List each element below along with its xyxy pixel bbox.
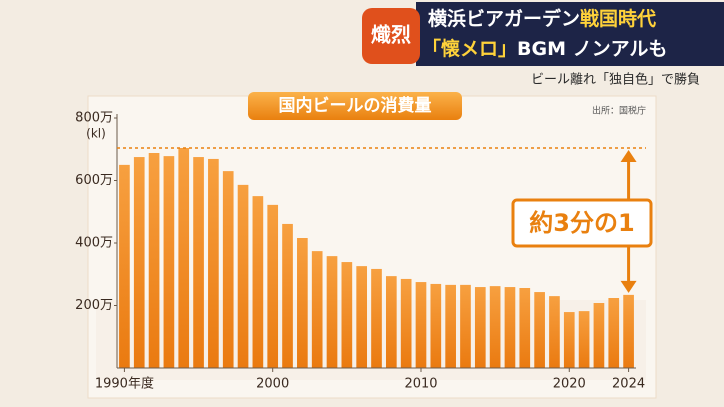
bar — [371, 268, 382, 368]
headline-part: 戦国時代 — [580, 7, 656, 30]
x-tick-label: 1990年度 — [95, 376, 154, 392]
arrow-head — [620, 280, 637, 293]
y-tick-label: 600万 — [75, 173, 113, 188]
bar — [356, 266, 368, 368]
bar — [178, 148, 190, 368]
bar — [400, 278, 412, 368]
x-tick-label: 2010 — [404, 377, 437, 392]
source: 出所：国税庁 — [592, 105, 646, 117]
headline-part: 横浜ビアガーデン — [428, 7, 580, 30]
bar — [489, 286, 501, 368]
bar — [549, 296, 560, 368]
bar — [208, 158, 219, 368]
bar — [430, 283, 442, 368]
x-tick-label: 2020 — [553, 377, 586, 392]
y-axis-unit: (kl) — [86, 127, 106, 141]
title-pill — [248, 92, 462, 120]
headline: 横浜ビアガーデン戦国時代 — [428, 7, 656, 30]
bar — [267, 204, 279, 368]
annotation: 約3分の1 — [529, 209, 634, 237]
bar — [519, 288, 531, 368]
bar — [282, 223, 293, 368]
bar — [237, 184, 249, 368]
bar — [297, 238, 308, 368]
bar — [193, 157, 204, 368]
bar — [534, 292, 545, 368]
bar — [341, 262, 353, 368]
chart-title: 国内ビールの消費量 — [279, 95, 432, 116]
bar — [252, 196, 264, 368]
bar — [222, 171, 234, 368]
bar — [623, 294, 634, 368]
bar — [460, 284, 471, 368]
y-tick-label: 200万 — [75, 298, 113, 313]
y-tick-label: 400万 — [75, 236, 113, 251]
bar — [385, 276, 397, 368]
headline-part: BGM ノンアルも — [517, 38, 667, 60]
bar — [148, 153, 160, 368]
bar — [563, 312, 575, 368]
badge-text: 熾烈 — [371, 23, 411, 47]
headline-part: 「懐メロ」 — [422, 37, 517, 60]
y-tick-label: 800万 — [75, 111, 113, 126]
arrow-head — [620, 150, 637, 162]
annotation-box — [511, 198, 653, 248]
bar — [133, 157, 145, 368]
x-tick-label: 2024 — [612, 377, 645, 392]
bar — [163, 156, 175, 368]
bar — [415, 282, 427, 368]
subheadline: ビール離れ「独自色」で勝負 — [531, 72, 700, 88]
headline-box — [416, 2, 724, 66]
bar — [578, 311, 590, 368]
x-tick-label: 2000 — [256, 377, 289, 392]
bar — [311, 251, 323, 368]
bar — [608, 298, 620, 368]
bar — [119, 164, 130, 368]
headline: 「懐メロ」BGM ノンアルも — [422, 37, 667, 60]
bar — [326, 256, 338, 368]
bar — [445, 284, 456, 368]
bar — [474, 287, 486, 368]
bar — [504, 287, 516, 368]
bar — [593, 303, 605, 368]
badge — [362, 8, 420, 64]
